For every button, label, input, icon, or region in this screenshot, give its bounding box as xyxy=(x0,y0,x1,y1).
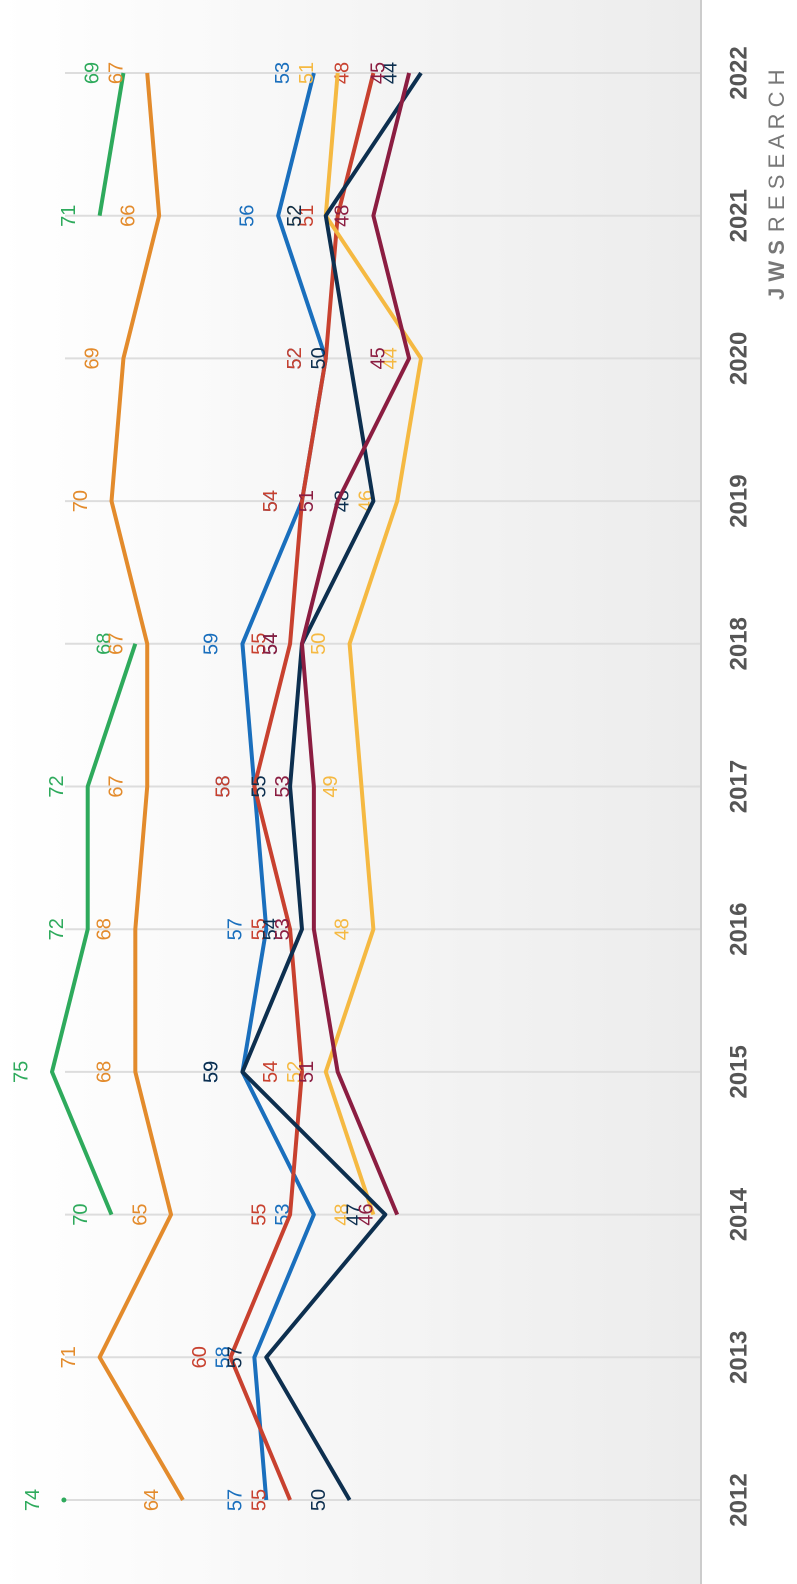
point xyxy=(61,1497,67,1503)
value-label: 60 xyxy=(189,1346,211,1368)
value-label: 48 xyxy=(332,1203,354,1225)
value-label: 57 xyxy=(225,1489,247,1511)
value-label: 50 xyxy=(308,347,330,369)
value-label: 59 xyxy=(201,1061,223,1083)
series-line xyxy=(97,72,185,1502)
value-label: 67 xyxy=(106,633,128,655)
value-label: 52 xyxy=(284,205,306,227)
value-label: 71 xyxy=(58,205,80,227)
value-label: 48 xyxy=(332,62,354,84)
value-label: 68 xyxy=(94,633,116,655)
logo-bold: J W S xyxy=(764,240,789,300)
value-label: 59 xyxy=(201,633,223,655)
value-label: 67 xyxy=(106,62,128,84)
value-label: 67 xyxy=(106,775,128,797)
value-label: 72 xyxy=(46,775,68,797)
year-label: 2021 xyxy=(725,189,752,242)
year-label: 2014 xyxy=(725,1187,752,1241)
value-label: 54 xyxy=(260,633,282,655)
value-label: 49 xyxy=(320,775,342,797)
value-label: 58 xyxy=(213,1346,235,1368)
series-line xyxy=(323,72,423,1216)
value-label: 68 xyxy=(94,1061,116,1083)
year-label: 2019 xyxy=(725,474,752,527)
year-label: 2017 xyxy=(725,760,752,813)
value-label: 75 xyxy=(10,1061,32,1083)
value-label: 68 xyxy=(94,918,116,940)
value-label: 54 xyxy=(260,490,282,512)
value-label: 50 xyxy=(308,633,330,655)
series-line xyxy=(240,71,423,1502)
value-label: 44 xyxy=(379,62,401,84)
value-label: 52 xyxy=(284,205,306,227)
value-label: 54 xyxy=(260,1061,282,1083)
value-label: 66 xyxy=(117,205,139,227)
value-label: 57 xyxy=(225,1346,247,1368)
series-line xyxy=(50,643,138,1216)
value-label: 48 xyxy=(332,918,354,940)
value-label: 69 xyxy=(82,62,104,84)
value-label: 52 xyxy=(284,1061,306,1083)
value-label: 53 xyxy=(272,918,294,940)
value-label: 55 xyxy=(248,918,270,940)
value-label: 51 xyxy=(296,205,318,227)
year-label: 2018 xyxy=(725,617,752,670)
value-label: 56 xyxy=(236,205,258,227)
value-label: 50 xyxy=(308,1489,330,1511)
series-line xyxy=(97,72,126,217)
value-label: 48 xyxy=(332,205,354,227)
value-label: 65 xyxy=(129,1203,151,1225)
value-label: 45 xyxy=(367,62,389,84)
value-label: 45 xyxy=(367,347,389,369)
value-label: 58 xyxy=(213,775,235,797)
value-label: 47 xyxy=(344,1203,366,1225)
year-label: 2020 xyxy=(725,332,752,385)
value-label: 53 xyxy=(272,62,294,84)
value-label: 52 xyxy=(284,347,306,369)
series-line xyxy=(299,72,412,1216)
value-label: 55 xyxy=(248,633,270,655)
value-label: 69 xyxy=(82,347,104,369)
value-label: 74 xyxy=(22,1489,44,1511)
year-label: 2015 xyxy=(725,1045,752,1098)
value-label: 55 xyxy=(248,775,270,797)
value-label: 70 xyxy=(70,490,92,512)
series-line xyxy=(228,72,376,1501)
year-label: 2022 xyxy=(725,46,752,99)
value-label: 54 xyxy=(260,633,282,655)
value-label: 46 xyxy=(355,1203,377,1225)
value-label: 71 xyxy=(58,1346,80,1368)
year-label: 2012 xyxy=(725,1473,752,1526)
value-label: 52 xyxy=(284,347,306,369)
value-label: 54 xyxy=(260,490,282,512)
value-label: 57 xyxy=(225,918,247,940)
value-label: 44 xyxy=(379,347,401,369)
value-label: 51 xyxy=(296,62,318,84)
value-label: 54 xyxy=(260,918,282,940)
year-label: 2016 xyxy=(725,903,752,956)
value-label: 55 xyxy=(248,1203,270,1225)
value-label: 64 xyxy=(141,1489,163,1511)
value-label: 51 xyxy=(296,1061,318,1083)
logo: J W S R E S E A R C H xyxy=(764,69,789,300)
value-label: 72 xyxy=(46,918,68,940)
value-label: 55 xyxy=(248,1489,270,1511)
year-label: 2013 xyxy=(725,1331,752,1384)
logo-light: R E S E A R C H xyxy=(764,69,789,232)
value-label: 59 xyxy=(201,1061,223,1083)
value-label: 58 xyxy=(213,775,235,797)
value-label: 53 xyxy=(272,775,294,797)
value-label: 70 xyxy=(70,1203,92,1225)
value-label: 51 xyxy=(296,490,318,512)
